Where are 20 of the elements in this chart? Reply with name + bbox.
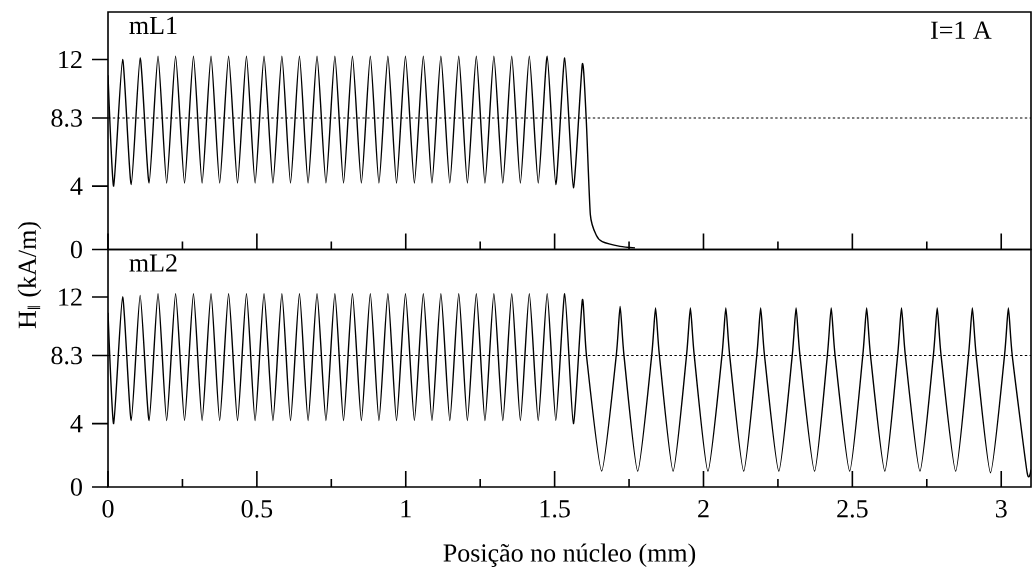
y-tick-label: 12 [59, 50, 82, 69]
x-tick-label: 0 [102, 500, 114, 518]
annotation: mL2 [129, 254, 177, 272]
x-tick-label: 2 [698, 500, 709, 518]
x-tick-label: 3 [995, 500, 1007, 518]
x-tick-label: 1.5 [540, 500, 570, 518]
annotation: mL1 [129, 16, 177, 34]
x-axis-title: Posição no núcleo (mm) [443, 543, 696, 568]
y-tick-label: 4 [70, 177, 83, 195]
y-tick-label: 0 [70, 478, 82, 496]
y-tick-label: 12 [59, 288, 82, 306]
y-tick-label: 4 [70, 415, 83, 433]
x-tick-label: 1 [401, 500, 411, 518]
y-tick-label: 8.3 [51, 346, 82, 365]
y-axis-title: H$_{‖}$ (kA/m) [17, 222, 42, 329]
y-tick-label: 8.3 [51, 109, 82, 127]
annotation: I=1 A [931, 21, 992, 39]
x-tick-label: 2.5 [837, 500, 868, 518]
y-tick-label: 0 [70, 240, 82, 259]
x-tick-label: 0.5 [241, 500, 273, 518]
